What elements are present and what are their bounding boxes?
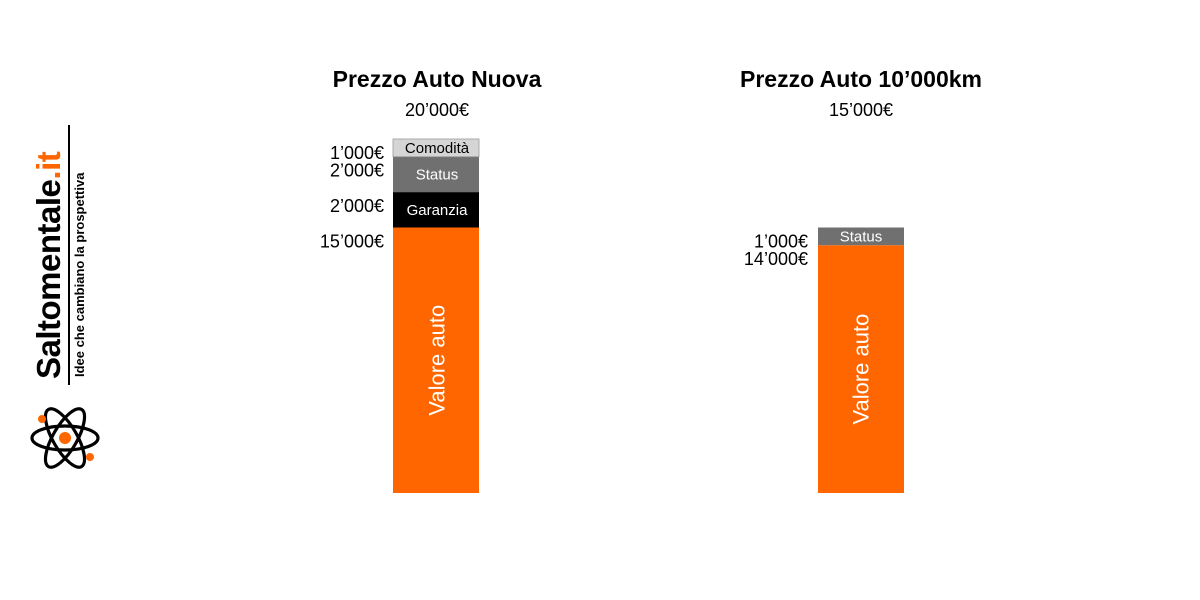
bar-segment-1-0 [818, 245, 904, 493]
segment-value-1-0: 14’000€ [744, 249, 808, 269]
segment-value-0-0: 15’000€ [320, 232, 384, 252]
segment-name-0-1: Garanzia [407, 202, 469, 219]
segment-value-0-1: 2’000€ [330, 196, 384, 216]
chart-total-1: 15’000€ [829, 100, 893, 120]
bar-segment-0-3 [392, 138, 480, 158]
bar-segment-0-0 [393, 227, 479, 493]
segment-name-1-0: Valore auto [849, 314, 874, 425]
chart-title-0: Prezzo Auto Nuova [333, 66, 542, 92]
segment-value-0-2: 2’000€ [330, 161, 384, 181]
segment-name-0-2: Status [416, 166, 459, 183]
segment-name-0-3: Comodità [405, 140, 470, 157]
segment-value-1-1: 1’000€ [754, 232, 808, 252]
segment-name-0-0: Valore auto [425, 305, 450, 416]
chart-total-0: 20’000€ [405, 100, 469, 120]
bar-segment-1-1 [818, 227, 904, 246]
segment-name-1-1: Status [840, 228, 883, 245]
chart-title-1: Prezzo Auto 10’000km [740, 66, 982, 92]
bar-segment-0-1 [393, 192, 479, 228]
bar-segment-0-2 [393, 156, 479, 193]
segment-value-0-3: 1’000€ [330, 143, 384, 163]
atom-icon [30, 407, 100, 469]
